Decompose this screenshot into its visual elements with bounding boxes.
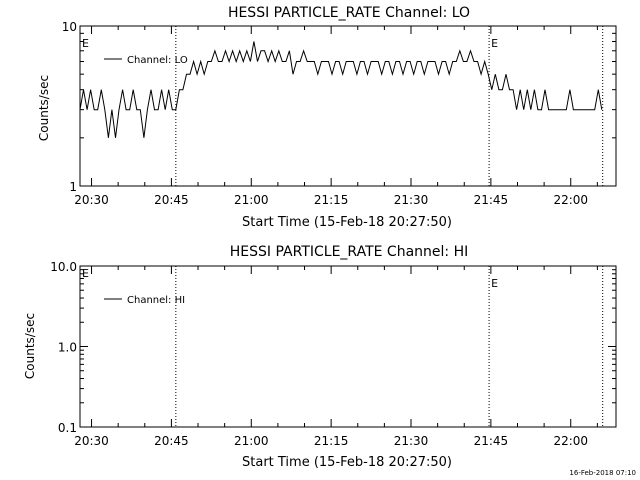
lo-channel-panel: HESSI PARTICLE_RATE Channel: LO Counts/s… [37, 5, 617, 230]
hi-legend-label: Channel: HI [127, 295, 185, 306]
footer-timestamp: 16-Feb-2018 07:10 [569, 469, 636, 477]
hi-y-tick-label: 0.1 [58, 421, 77, 435]
hi-channel-panel: HESSI PARTICLE_RATE Channel: HI Counts/s… [23, 244, 617, 470]
lo-x-tick-label: 21:00 [234, 193, 269, 207]
lo-start-marker-label: E [82, 37, 89, 50]
lo-x-tick-label: 21:45 [474, 193, 509, 207]
lo-y-tick-label: 1 [69, 180, 77, 194]
lo-x-tick-label: 21:30 [394, 193, 429, 207]
lo-event-marker-label: E [491, 37, 498, 50]
lo-x-tick-label: 22:00 [553, 193, 588, 207]
hi-x-tick-label: 21:15 [314, 434, 349, 448]
lo-legend-label: Channel: LO [127, 55, 188, 66]
lo-plot-frame [79, 25, 617, 187]
lo-x-tick-label: 21:15 [314, 193, 349, 207]
hi-x-tick-label: 21:00 [234, 434, 269, 448]
lo-y-tick-label: 10 [62, 20, 77, 34]
lo-chart-title: HESSI PARTICLE_RATE Channel: LO [228, 5, 470, 21]
hi-x-tick-label: 20:45 [154, 434, 189, 448]
lo-y-axis-label: Counts/sec [37, 75, 51, 141]
lo-x-axis-label: Start Time (15-Feb-18 20:27:50) [242, 215, 452, 230]
lo-x-tick-label: 20:30 [74, 193, 109, 207]
hi-y-tick-label: 10.0 [50, 260, 77, 274]
hi-x-tick-label: 21:30 [394, 434, 429, 448]
hi-x-tick-label: 21:45 [474, 434, 509, 448]
hi-start-marker-label: E [82, 267, 89, 280]
hi-x-axis-label: Start Time (15-Feb-18 20:27:50) [242, 455, 452, 470]
hi-x-tick-label: 22:00 [553, 434, 588, 448]
hi-event-marker-label: E [491, 277, 498, 290]
hi-y-tick-label: 1.0 [58, 341, 77, 355]
hi-y-axis-label: Counts/sec [23, 313, 37, 379]
hi-x-tick-label: 20:30 [74, 434, 109, 448]
hi-chart-title: HESSI PARTICLE_RATE Channel: HI [230, 244, 468, 260]
lo-series-line [79, 41, 603, 138]
lo-x-tick-label: 20:45 [154, 193, 189, 207]
hi-plot-frame [79, 265, 617, 428]
